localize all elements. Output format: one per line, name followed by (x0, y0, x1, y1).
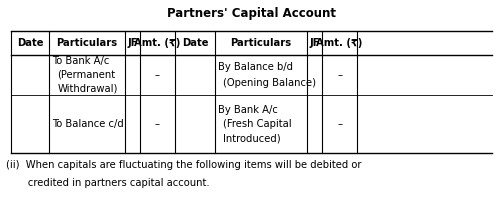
Text: –: – (155, 70, 160, 80)
Text: (ii)  When capitals are fluctuating the following items will be debited or: (ii) When capitals are fluctuating the f… (6, 160, 362, 170)
Text: Amt. (₹): Amt. (₹) (316, 38, 363, 48)
Text: –: – (337, 70, 342, 80)
Text: To Bank A/c: To Bank A/c (52, 56, 110, 66)
Text: Particulars: Particulars (230, 38, 292, 48)
Text: To Balance c/d: To Balance c/d (52, 119, 124, 129)
Text: JF: JF (309, 38, 319, 48)
Text: Partners' Capital Account: Partners' Capital Account (167, 7, 336, 20)
Text: By Bank A/c: By Bank A/c (218, 105, 278, 115)
Text: (Permanent: (Permanent (57, 70, 116, 80)
Text: Introduced): Introduced) (223, 133, 281, 143)
Text: Date: Date (17, 38, 43, 48)
Text: Date: Date (182, 38, 208, 48)
Text: –: – (155, 119, 160, 129)
Text: JF: JF (127, 38, 137, 48)
Text: –: – (337, 119, 342, 129)
Text: (Fresh Capital: (Fresh Capital (223, 119, 292, 129)
Text: Withdrawal): Withdrawal) (57, 84, 118, 94)
Text: Amt. (₹): Amt. (₹) (134, 38, 181, 48)
Text: (Opening Balance): (Opening Balance) (223, 78, 316, 88)
Text: credited in partners capital account.: credited in partners capital account. (6, 178, 210, 188)
Text: By Balance b/d: By Balance b/d (218, 62, 293, 71)
Text: Particulars: Particulars (56, 38, 118, 48)
